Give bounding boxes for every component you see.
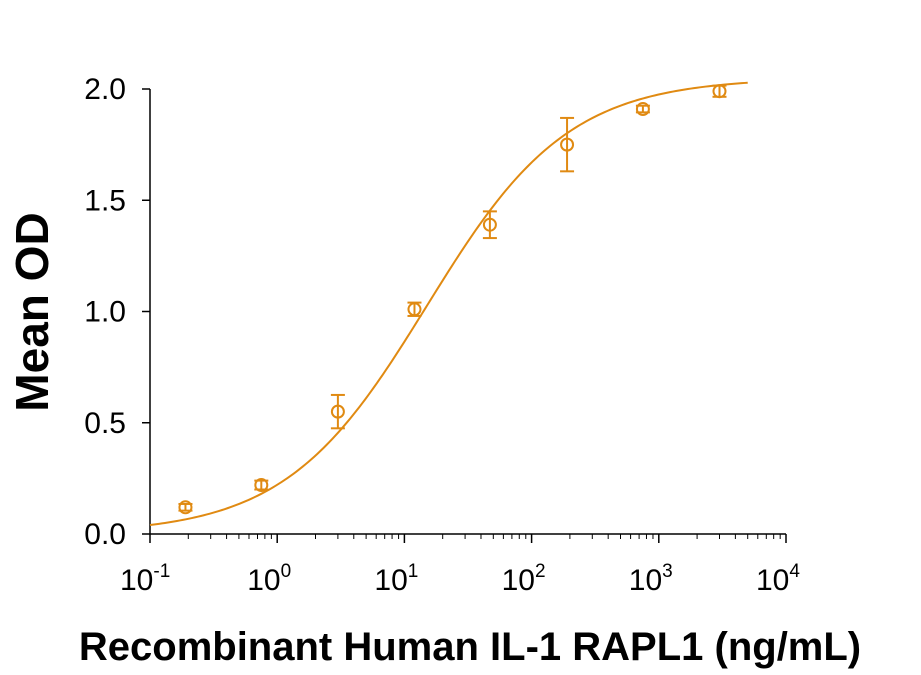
x-axis-label: Recombinant Human IL-1 RAPL1 (ng/mL) <box>79 625 861 669</box>
x-tick-label-exponent: 1 <box>408 561 419 582</box>
data-point <box>178 500 193 515</box>
x-tick-label: 104 <box>756 561 800 597</box>
data-point <box>712 84 727 99</box>
x-tick-label: 10-1 <box>120 561 170 597</box>
fit-curve <box>149 81 748 527</box>
fit-curve-group <box>149 81 748 527</box>
data-point <box>254 478 269 493</box>
y-tick-label: 0.0 <box>84 518 126 551</box>
data-point <box>482 217 497 232</box>
y-tick-label: 1.0 <box>84 296 126 329</box>
x-tick-label-exponent: 4 <box>789 561 800 582</box>
ticks: 0.00.51.01.52.010-1 100 101 102 103 104 <box>84 73 800 597</box>
x-tick-label-base: 10 <box>247 564 280 597</box>
y-tick-label: 1.5 <box>84 184 126 217</box>
data-point <box>407 302 422 317</box>
x-tick-label-exponent: -1 <box>153 561 170 582</box>
y-axis-label: Mean OD <box>6 212 58 411</box>
x-tick-label-base: 10 <box>629 564 662 597</box>
x-tick-label-exponent: 3 <box>662 561 673 582</box>
data-point <box>330 404 345 419</box>
data-point <box>635 102 650 117</box>
x-tick-label-exponent: 0 <box>281 561 292 582</box>
axes <box>149 89 786 535</box>
x-tick-label: 100 <box>247 561 291 597</box>
x-tick-label: 103 <box>629 561 673 597</box>
x-tick-label-base: 10 <box>374 564 407 597</box>
x-tick-label-base: 10 <box>502 564 535 597</box>
data-points <box>178 84 727 515</box>
y-tick-label: 2.0 <box>84 73 126 106</box>
x-tick-label-base: 10 <box>120 564 153 597</box>
x-tick-label-exponent: 2 <box>535 561 546 582</box>
x-tick-label: 101 <box>374 561 418 597</box>
data-point <box>560 137 575 152</box>
x-tick-label: 102 <box>502 561 546 597</box>
y-tick-label: 0.5 <box>84 407 126 440</box>
x-tick-label-base: 10 <box>756 564 789 597</box>
